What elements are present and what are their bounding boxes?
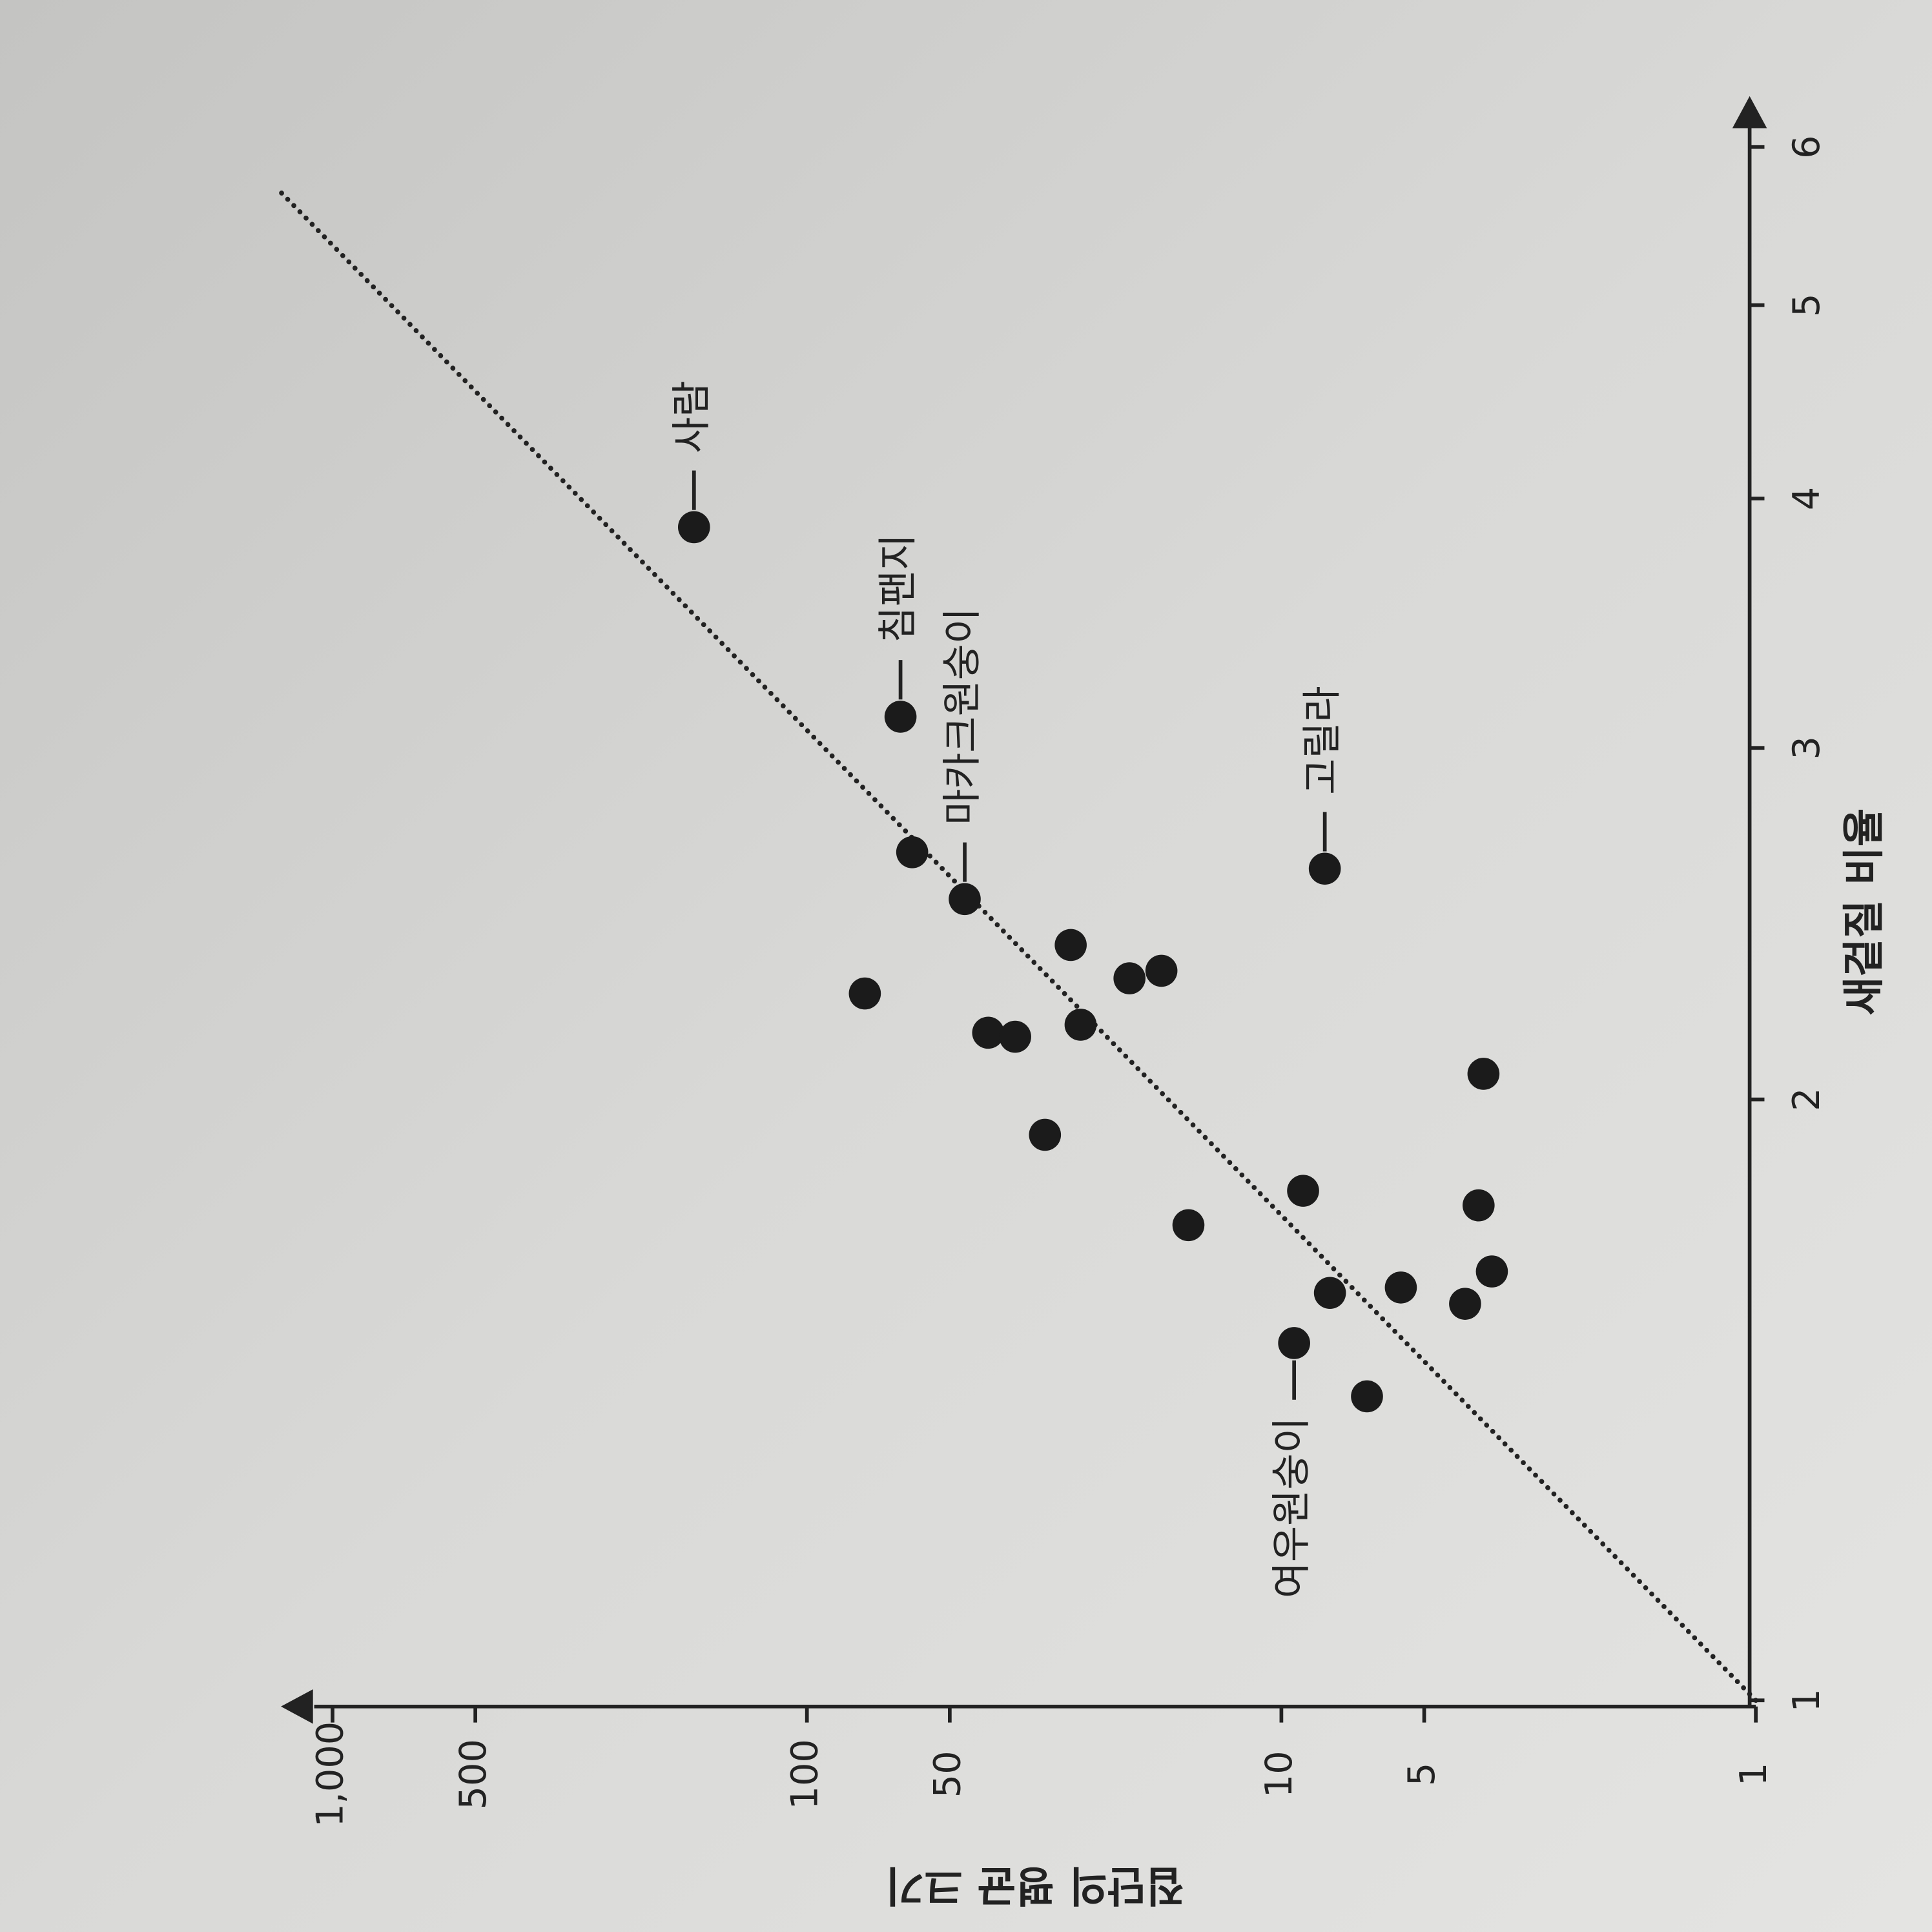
data-point xyxy=(1308,852,1341,885)
y-tick-label: 1 xyxy=(1732,1763,1775,1786)
y-tick-label: 1,000 xyxy=(309,1721,352,1827)
data-point xyxy=(1384,1271,1417,1304)
y-axis-title: 집단의 평균 크기 xyxy=(885,1861,1184,1909)
point-label: 여우원숭이 xyxy=(1269,1417,1315,1598)
data-point xyxy=(1064,1009,1097,1041)
data-point xyxy=(1449,1288,1481,1320)
point-label: 마카크원숭이 xyxy=(940,608,985,825)
data-point xyxy=(949,883,981,916)
x-tick-label: 2 xyxy=(1785,1087,1828,1111)
data-point xyxy=(1313,1277,1346,1310)
y-axis-arrow xyxy=(281,1689,313,1724)
y-tick-label: 10 xyxy=(1258,1751,1300,1798)
x-tick-label: 5 xyxy=(1785,293,1828,316)
point-label: 침팬지 xyxy=(875,534,921,643)
data-point xyxy=(1475,1255,1508,1288)
data-point xyxy=(1054,929,1087,961)
data-point xyxy=(972,1016,1005,1049)
data-point xyxy=(1145,954,1178,987)
x-tick-label: 4 xyxy=(1785,487,1828,510)
data-point xyxy=(999,1020,1031,1053)
data-point xyxy=(1029,1118,1062,1151)
data-point xyxy=(896,836,929,868)
data-point xyxy=(1113,962,1146,994)
data-point xyxy=(677,511,710,544)
x-axis-arrow xyxy=(1732,96,1767,128)
y-tick-label: 5 xyxy=(1401,1763,1443,1786)
data-point xyxy=(848,977,881,1010)
point-label: 고릴라 xyxy=(1299,686,1345,795)
x-tick-label: 6 xyxy=(1785,135,1828,158)
x-tick-label: 1 xyxy=(1785,1689,1828,1712)
point-label: 사람 xyxy=(668,381,714,453)
trend-line xyxy=(277,189,1758,1703)
data-point xyxy=(1278,1327,1310,1359)
data-point xyxy=(1287,1175,1319,1207)
y-tick-label: 50 xyxy=(926,1751,969,1798)
y-tick-label: 500 xyxy=(452,1739,495,1809)
y-tick-label: 100 xyxy=(783,1739,826,1809)
x-tick-label: 3 xyxy=(1785,736,1828,759)
data-point xyxy=(1172,1209,1205,1242)
data-point xyxy=(1467,1058,1500,1090)
data-point xyxy=(1351,1380,1383,1413)
data-point xyxy=(1463,1189,1495,1222)
data-point xyxy=(884,701,917,733)
x-axis-title: 새겉질 비율 xyxy=(1840,808,1888,1016)
